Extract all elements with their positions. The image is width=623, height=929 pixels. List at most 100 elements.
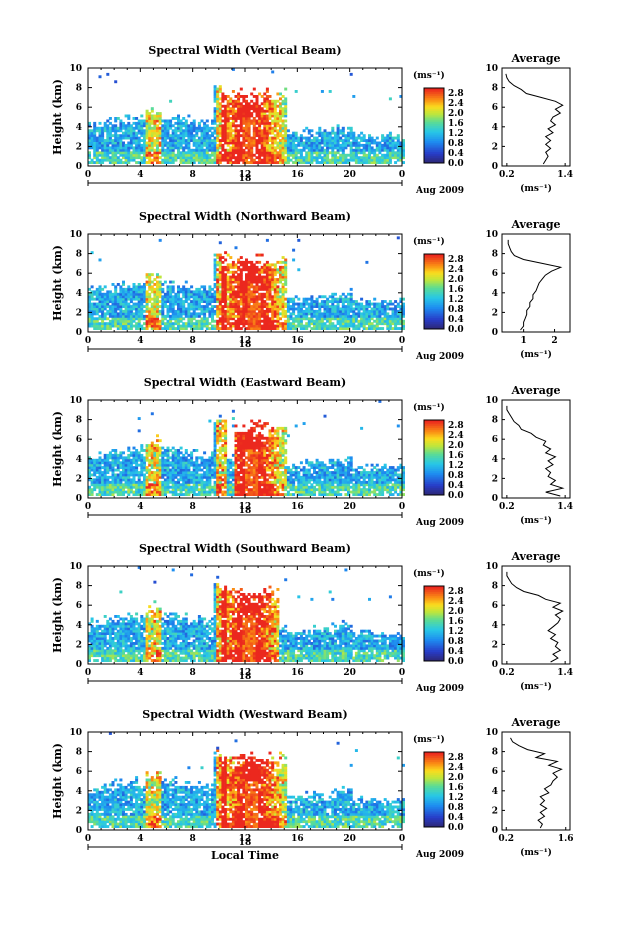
avg-y-tick-label: 8 bbox=[492, 84, 498, 94]
date-day: 18 bbox=[239, 506, 252, 516]
colorbar-label: (ms⁻¹) bbox=[413, 734, 445, 745]
colorbar-tick-label: 0.0 bbox=[448, 325, 464, 335]
avg-y-tick-label: 10 bbox=[485, 64, 498, 74]
avg-x-tick-label: 1.4 bbox=[557, 502, 573, 512]
avg-x-tick-label: 2 bbox=[551, 336, 557, 346]
colorbar-tick-label: 0.0 bbox=[448, 657, 464, 667]
avg-y-tick-label: 6 bbox=[492, 269, 498, 279]
avg-x-tick-label: 1 bbox=[521, 336, 527, 346]
x-tick-label: 8 bbox=[190, 834, 196, 844]
x-tick-label: 4 bbox=[137, 336, 143, 346]
avg-y-tick-label: 4 bbox=[492, 123, 498, 133]
y-axis-label: Height (km) bbox=[51, 245, 64, 321]
colorbar-tick-label: 2.4 bbox=[448, 597, 464, 607]
avg-y-tick-label: 2 bbox=[492, 640, 498, 650]
x-tick-label: 8 bbox=[190, 668, 196, 678]
x-tick-label: 20 bbox=[343, 668, 356, 678]
average-profile-line bbox=[507, 239, 563, 331]
y-tick-label: 10 bbox=[69, 230, 82, 240]
panel-title: Spectral Width (Vertical Beam) bbox=[148, 44, 341, 57]
average-profile-line bbox=[510, 737, 563, 829]
avg-y-tick-label: 4 bbox=[492, 289, 498, 299]
average-unit: (ms⁻¹) bbox=[520, 681, 552, 692]
avg-y-tick-label: 0 bbox=[492, 826, 498, 836]
y-tick-label: 2 bbox=[76, 308, 82, 318]
colorbar-tick-label: 0.4 bbox=[448, 481, 464, 491]
colorbar-tick-label: 2.0 bbox=[448, 607, 464, 617]
colorbar-tick-label: 2.8 bbox=[448, 753, 464, 763]
y-tick-label: 2 bbox=[76, 474, 82, 484]
x-tick-label: 0 bbox=[399, 668, 405, 678]
y-axis-label: Height (km) bbox=[51, 743, 64, 819]
avg-x-tick-label: 1.4 bbox=[557, 668, 573, 678]
date-day: 18 bbox=[239, 838, 252, 848]
heatmap-cells bbox=[88, 732, 405, 828]
x-tick-label: 0 bbox=[399, 336, 405, 346]
x-tick-label: 12 bbox=[239, 170, 252, 180]
heatmap-cells bbox=[88, 400, 405, 496]
date-month: Aug 2009 bbox=[415, 684, 464, 694]
colorbar-frame bbox=[423, 751, 445, 828]
avg-y-tick-label: 4 bbox=[492, 621, 498, 631]
average-frame bbox=[501, 67, 571, 167]
colorbar bbox=[424, 88, 444, 164]
average-title: Average bbox=[510, 384, 560, 397]
avg-x-tick-label: 1.4 bbox=[557, 170, 573, 180]
x-tick-label: 20 bbox=[343, 502, 356, 512]
x-tick-label: 0 bbox=[399, 834, 405, 844]
date-day: 18 bbox=[239, 174, 252, 184]
y-tick-label: 8 bbox=[76, 250, 82, 260]
y-tick-label: 0 bbox=[76, 826, 82, 836]
heatmap-cells bbox=[88, 236, 405, 330]
x-tick-label: 8 bbox=[190, 170, 196, 180]
colorbar-tick-label: 0.8 bbox=[448, 471, 464, 481]
panel-title: Spectral Width (Southward Beam) bbox=[139, 542, 351, 555]
avg-y-tick-label: 0 bbox=[492, 328, 498, 338]
panel-title: Spectral Width (Westward Beam) bbox=[142, 708, 347, 721]
average-title: Average bbox=[510, 218, 560, 231]
avg-y-tick-label: 6 bbox=[492, 601, 498, 611]
colorbar-tick-label: 1.2 bbox=[448, 129, 464, 139]
colorbar-tick-label: 0.8 bbox=[448, 305, 464, 315]
colorbar-tick-label: 2.4 bbox=[448, 431, 464, 441]
avg-y-tick-label: 6 bbox=[492, 767, 498, 777]
colorbar-tick-label: 2.0 bbox=[448, 109, 464, 119]
x-tick-label: 4 bbox=[137, 170, 143, 180]
colorbar-tick-label: 1.2 bbox=[448, 295, 464, 305]
heatmap-cells bbox=[88, 566, 405, 662]
x-tick-label: 8 bbox=[190, 502, 196, 512]
x-tick-label: 0 bbox=[85, 170, 91, 180]
colorbar-tick-label: 0.8 bbox=[448, 803, 464, 813]
x-tick-label: 16 bbox=[291, 834, 304, 844]
avg-y-tick-label: 2 bbox=[492, 806, 498, 816]
date-month: Aug 2009 bbox=[415, 850, 464, 860]
colorbar bbox=[424, 420, 444, 496]
colorbar-tick-label: 1.6 bbox=[448, 119, 464, 129]
date-month: Aug 2009 bbox=[415, 352, 464, 362]
x-tick-label: 0 bbox=[85, 336, 91, 346]
y-tick-label: 4 bbox=[76, 787, 82, 797]
avg-x-tick-label: 0.2 bbox=[499, 668, 515, 678]
x-tick-label: 12 bbox=[239, 502, 252, 512]
colorbar-tick-label: 1.6 bbox=[448, 617, 464, 627]
y-tick-label: 6 bbox=[76, 269, 82, 279]
avg-y-tick-label: 8 bbox=[492, 748, 498, 758]
panel-3: Spectral Width (Southward Beam) 0 2 4 6 8 10 0 4… bbox=[51, 542, 573, 694]
x-tick-label: 4 bbox=[137, 502, 143, 512]
colorbar bbox=[424, 752, 444, 828]
y-tick-label: 6 bbox=[76, 435, 82, 445]
y-tick-label: 4 bbox=[76, 621, 82, 631]
y-tick-label: 0 bbox=[76, 162, 82, 172]
avg-y-tick-label: 10 bbox=[485, 230, 498, 240]
panel-0: Spectral Width (Vertical Beam) 0 2 4 6 8 10 0 4 8… bbox=[51, 44, 573, 196]
colorbar-label: (ms⁻¹) bbox=[413, 70, 445, 81]
x-tick-label: 0 bbox=[85, 834, 91, 844]
colorbar-frame bbox=[423, 419, 445, 496]
date-day: 18 bbox=[239, 672, 252, 682]
y-tick-label: 6 bbox=[76, 601, 82, 611]
colorbar-tick-label: 2.4 bbox=[448, 763, 464, 773]
x-tick-label: 12 bbox=[239, 336, 252, 346]
x-tick-label: 8 bbox=[190, 336, 196, 346]
panel-title: Spectral Width (Northward Beam) bbox=[139, 210, 351, 223]
